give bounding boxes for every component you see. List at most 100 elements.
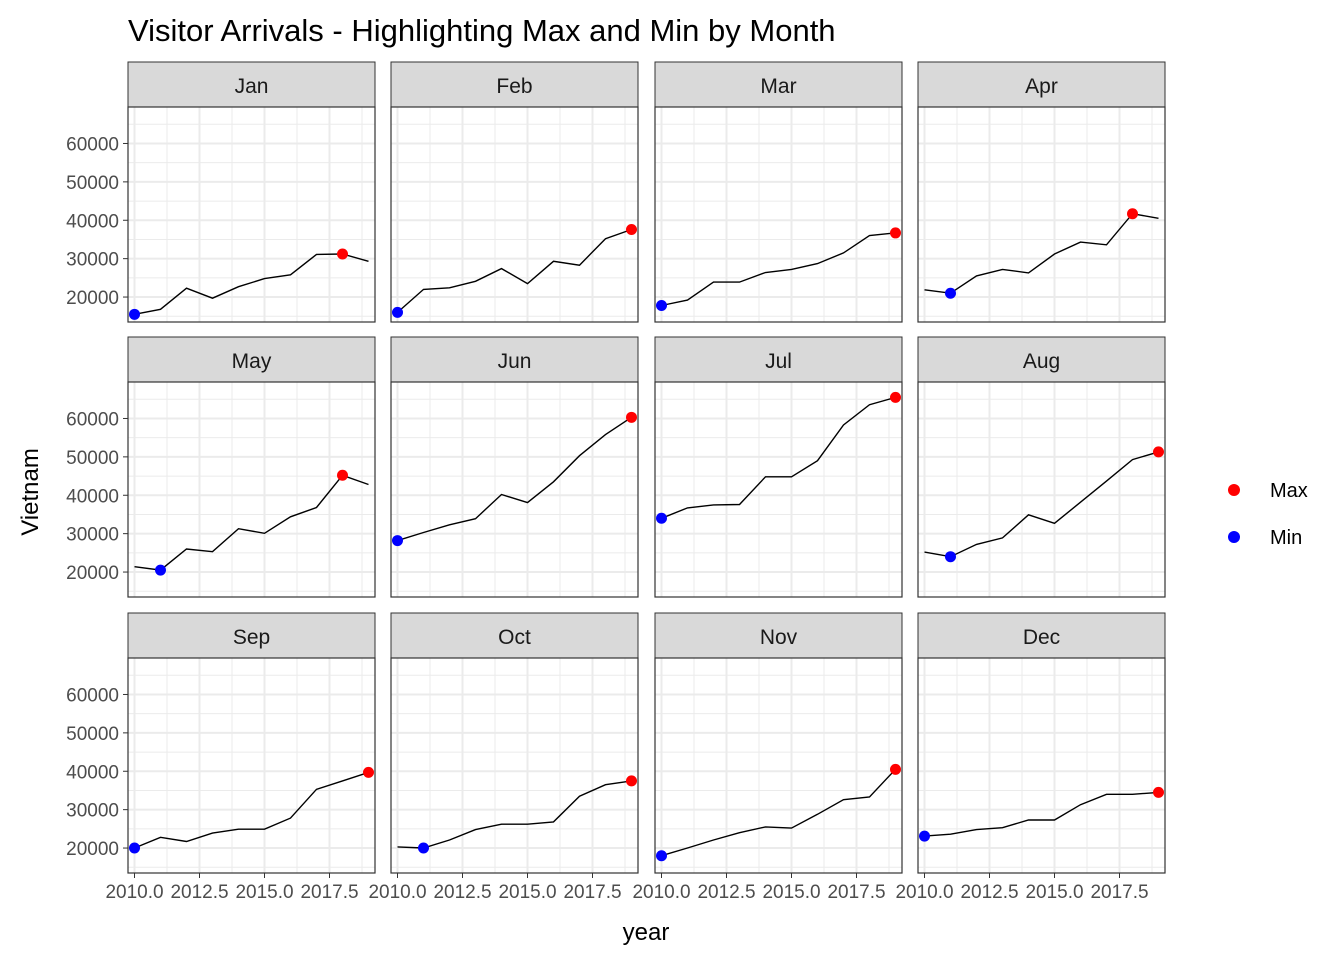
facet-panel-feb: Feb — [390, 61, 639, 323]
legend-key-max — [1228, 484, 1240, 496]
min-point — [392, 306, 403, 318]
x-axis-tick-labels: 2010.0 2012.5 2015.0 2017.5 2010.0 2012.5 2015… — [105, 873, 1149, 903]
panel-background — [655, 382, 902, 597]
facet-panel-jan: Jan — [127, 61, 376, 323]
min-point — [919, 830, 930, 842]
facet-strip-label: Aug — [1023, 350, 1060, 373]
max-point — [890, 227, 901, 239]
min-point — [945, 287, 956, 299]
max-point — [626, 775, 637, 787]
facet-strip-label: Jan — [235, 75, 269, 98]
facet-strip — [390, 612, 639, 659]
y-tick-label: 50000 — [66, 724, 119, 745]
series-line-oct — [397, 780, 632, 849]
series-line-may — [134, 474, 369, 571]
panel-background — [128, 658, 375, 873]
panel-border — [654, 106, 903, 323]
min-point — [656, 850, 667, 862]
series-line-dec — [924, 791, 1159, 837]
facet-strip — [127, 61, 376, 108]
panel-background — [655, 658, 902, 873]
x-tick-label: 2015.0 — [762, 882, 820, 903]
panel-border — [390, 381, 639, 598]
facet-strip — [654, 336, 903, 383]
x-tick-label: 2015.0 — [1025, 882, 1083, 903]
panel-border — [390, 657, 639, 874]
min-point — [155, 564, 166, 576]
series-line-nov — [661, 768, 897, 857]
x-tick-label: 2010.0 — [105, 882, 163, 903]
facet-strip-label: Feb — [496, 75, 532, 98]
panel-background — [918, 658, 1165, 873]
panel-border — [917, 381, 1166, 598]
facet-strip-label: Sep — [233, 626, 270, 649]
x-tick-label: 2015.0 — [235, 882, 293, 903]
facet-panel-nov: Nov — [654, 612, 903, 874]
facet-strip — [654, 61, 903, 108]
facet-strip-label: Nov — [760, 626, 798, 649]
x-tick-label: 2015.0 — [498, 882, 556, 903]
panel-background — [655, 107, 902, 322]
max-point — [890, 391, 901, 403]
facet-panel-dec: Dec — [917, 612, 1166, 874]
series-line-apr — [924, 212, 1159, 294]
y-tick-label: 40000 — [66, 762, 119, 783]
chart-title: Visitor Arrivals - Highlighting Max and … — [128, 13, 836, 48]
panel-border — [127, 381, 376, 598]
y-tick-label: 20000 — [66, 563, 119, 584]
max-point — [337, 248, 348, 260]
panel-border — [654, 657, 903, 874]
facet-strip — [654, 612, 903, 659]
x-tick-label: 2017.5 — [1090, 882, 1148, 903]
facet-strip — [127, 336, 376, 383]
facet-strip-label: Apr — [1025, 75, 1058, 98]
facet-strip-label: Dec — [1023, 626, 1060, 649]
panel-background — [128, 107, 375, 322]
y-tick-label: 50000 — [66, 173, 119, 194]
legend-label-max: Max — [1270, 480, 1308, 502]
panel-background — [128, 382, 375, 597]
y-tick-label: 60000 — [66, 409, 119, 430]
facet-panel-may: May — [127, 336, 376, 598]
x-tick-label: 2012.5 — [433, 882, 491, 903]
panel-border — [917, 106, 1166, 323]
min-point — [945, 551, 956, 563]
y-tick-label: 60000 — [66, 685, 119, 706]
max-point — [890, 763, 901, 775]
legend-key-min — [1228, 531, 1240, 543]
facet-strip — [917, 612, 1166, 659]
series-line-aug — [924, 451, 1159, 558]
facet-panel-mar: Mar — [654, 61, 903, 323]
x-tick-label: 2012.5 — [697, 882, 755, 903]
facet-panel-oct: Oct — [390, 612, 639, 874]
max-point — [626, 411, 637, 423]
facet-panels: Jan Feb Mar Apr May Jun Jul Aug Sep Oct Nov Dec — [127, 61, 1166, 874]
max-point — [1153, 446, 1164, 458]
min-point — [418, 842, 429, 854]
max-point — [337, 469, 348, 481]
series-line-feb — [397, 228, 632, 313]
y-tick-label: 20000 — [66, 288, 119, 309]
series-line-jan — [134, 253, 369, 315]
legend: Max Min — [1228, 480, 1308, 549]
min-point — [392, 535, 403, 547]
series-line-mar — [661, 232, 896, 307]
facet-panel-jun: Jun — [390, 336, 639, 598]
panel-background — [918, 382, 1165, 597]
facet-panel-jul: Jul — [654, 336, 903, 598]
facet-panel-sep: Sep — [127, 612, 376, 874]
min-point — [656, 512, 667, 524]
x-tick-label: 2010.0 — [895, 882, 953, 903]
facet-strip-label: Jul — [765, 350, 792, 373]
panel-border — [127, 657, 376, 874]
facet-strip-label: Oct — [498, 626, 531, 649]
facet-panel-aug: Aug — [917, 336, 1166, 598]
series-line-sep — [134, 771, 369, 849]
y-axis-tick-labels: 20000 30000 40000 50000 60000 20000 30000 40000… — [66, 134, 128, 860]
series-line-jul — [661, 396, 896, 519]
x-tick-label: 2010.0 — [632, 882, 690, 903]
min-point — [129, 842, 140, 854]
x-tick-label: 2017.5 — [827, 882, 885, 903]
x-tick-label: 2017.5 — [300, 882, 358, 903]
